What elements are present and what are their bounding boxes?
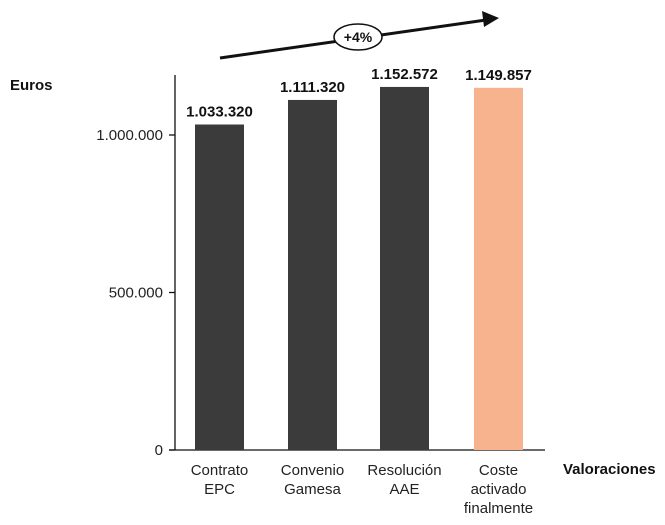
- data-label: 1.033.320: [186, 104, 253, 121]
- category-label: finalmente: [464, 500, 533, 517]
- category-label: Resolución: [367, 462, 441, 479]
- growth-annotation: +4%: [219, 11, 499, 60]
- category-label: activado: [471, 481, 527, 498]
- bar: [195, 124, 244, 450]
- data-label: 1.149.857: [465, 67, 532, 84]
- y-tick-label: 0: [155, 442, 163, 459]
- data-label: 1.111.320: [280, 79, 345, 96]
- data-label: 1.152.572: [371, 66, 438, 83]
- bars: 1.033.320 Contrato EPC 1.111.320 Convenio Gam…: [186, 66, 533, 517]
- growth-label: +4%: [344, 29, 373, 45]
- bar: [380, 86, 429, 450]
- bar: [474, 87, 523, 450]
- category-label: AAE: [389, 481, 419, 498]
- y-tick-label: 1.000.000: [96, 127, 163, 144]
- growth-badge: [333, 23, 383, 51]
- category-label: Contrato: [191, 462, 249, 479]
- y-axis-title: Euros: [10, 77, 53, 94]
- y-tick-label: 500.000: [109, 285, 163, 302]
- bar: [288, 99, 337, 450]
- category-label: EPC: [204, 481, 235, 498]
- x-axis-title: Valoraciones: [563, 461, 656, 478]
- category-label: Coste: [479, 462, 518, 479]
- category-label: Gamesa: [284, 481, 341, 498]
- category-label: Convenio: [281, 462, 344, 479]
- growth-arrow-head: [482, 11, 499, 27]
